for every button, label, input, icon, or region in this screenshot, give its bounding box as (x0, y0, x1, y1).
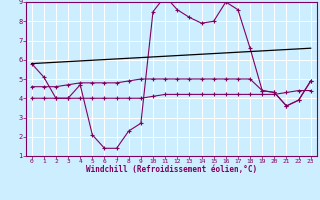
X-axis label: Windchill (Refroidissement éolien,°C): Windchill (Refroidissement éolien,°C) (86, 165, 257, 174)
